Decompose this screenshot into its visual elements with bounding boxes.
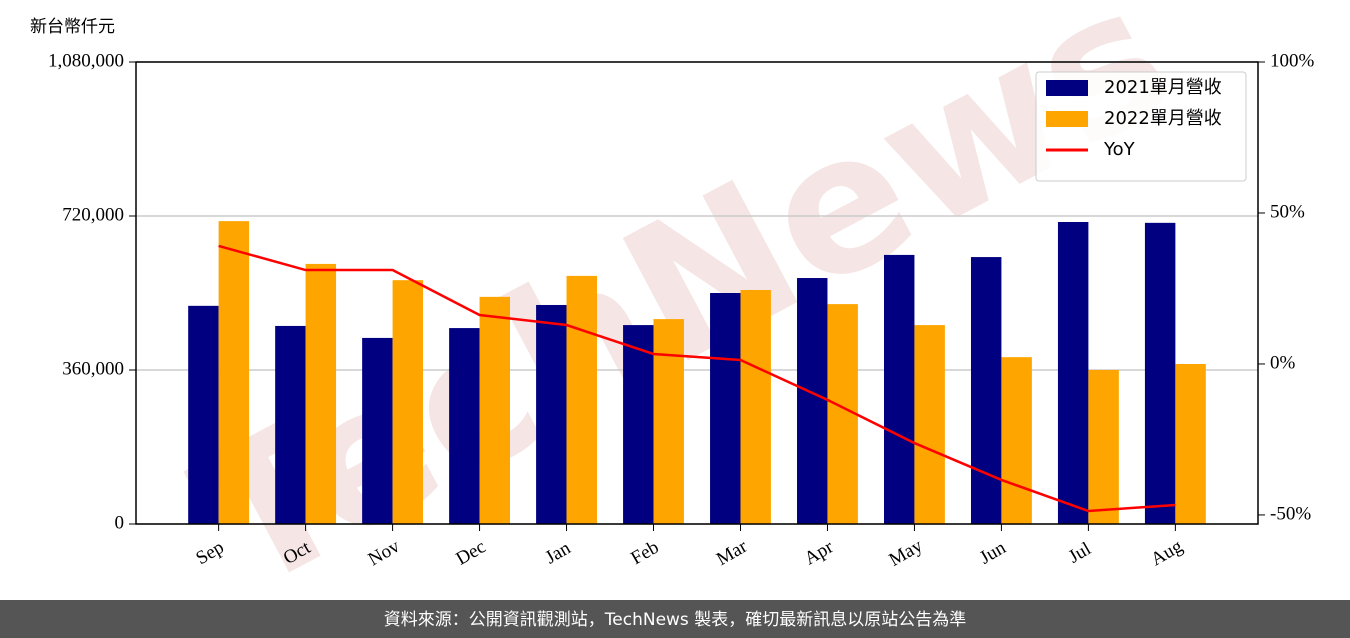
bar xyxy=(362,337,393,524)
bar xyxy=(740,290,771,524)
footer-band xyxy=(0,600,1350,638)
x-tick-label: May xyxy=(886,535,927,571)
y-tick-label: 720,000 xyxy=(62,204,124,225)
y2-tick-label: -50% xyxy=(1270,503,1311,524)
bar xyxy=(653,319,684,524)
bar xyxy=(1175,364,1206,524)
bar xyxy=(449,328,480,524)
plot-frame xyxy=(135,61,1259,525)
bar xyxy=(479,296,510,524)
bar xyxy=(1057,221,1089,524)
bar xyxy=(188,305,219,524)
y-tick-label: 360,000 xyxy=(62,358,124,379)
line xyxy=(218,244,1176,513)
x-tick-label: Apr xyxy=(801,536,838,569)
bar xyxy=(1144,222,1176,524)
legend-box xyxy=(1035,71,1247,182)
bar xyxy=(827,304,858,524)
bar xyxy=(797,278,828,524)
y-axis-label: 新台幣仟元 xyxy=(30,17,115,37)
bar xyxy=(275,325,306,524)
bar xyxy=(884,254,915,524)
bar xyxy=(305,263,337,524)
y-tick-label: 1,080,000 xyxy=(48,50,124,71)
bar xyxy=(1001,357,1032,524)
legend-label: YoY xyxy=(1103,139,1136,160)
y-tick-label: 0 xyxy=(115,512,125,533)
bar xyxy=(566,275,597,524)
x-tick-label: Feb xyxy=(627,537,662,569)
x-tick-label: Jul xyxy=(1065,538,1095,567)
legend-label: 2021單月營收 xyxy=(1104,77,1222,98)
legend-swatch xyxy=(1046,111,1088,127)
footer: 資料來源：公開資訊觀測站，TechNews 製表，確切最新訊息以原站公告為準 xyxy=(384,610,966,630)
x-tick-label: Jun xyxy=(976,537,1010,569)
x-tick-label: Mar xyxy=(713,536,751,570)
bar xyxy=(970,257,1002,524)
legend-label: 2022單月營收 xyxy=(1104,108,1222,129)
bar xyxy=(623,325,654,524)
bar xyxy=(218,221,250,524)
bar xyxy=(1088,370,1119,524)
bar xyxy=(710,293,741,524)
bar xyxy=(914,325,945,524)
y2-tick-label: 50% xyxy=(1270,201,1305,222)
x-tick-label: Aug xyxy=(1147,535,1186,570)
x-tick-label: Jan xyxy=(542,537,575,568)
legend-swatch xyxy=(1046,80,1088,96)
bar xyxy=(536,304,567,524)
x-tick-label: Dec xyxy=(452,536,489,569)
bar xyxy=(392,280,424,524)
y2-tick-label: 0% xyxy=(1270,352,1296,373)
y2-tick-label: 100% xyxy=(1270,50,1315,71)
